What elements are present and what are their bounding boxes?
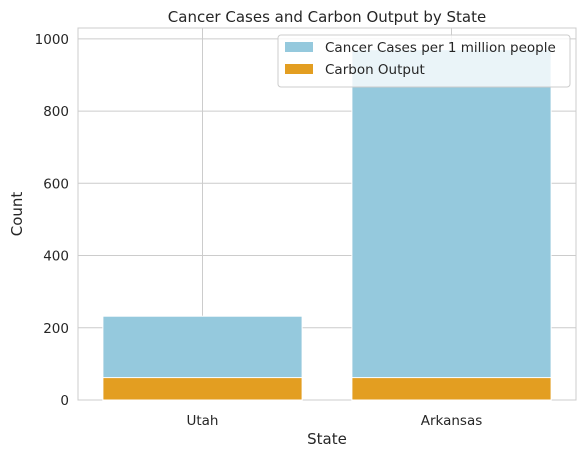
x-tick-labels: Utah Arkansas bbox=[186, 413, 482, 429]
legend-label: Cancer Cases per 1 million people bbox=[325, 40, 556, 56]
y-tick-labels: 0 200 400 600 800 1000 bbox=[35, 32, 69, 409]
legend-label: Carbon Output bbox=[325, 62, 425, 78]
legend-box bbox=[277, 34, 571, 88]
bar-cancer-cases-arkansas bbox=[351, 49, 552, 401]
chart-title: Cancer Cases and Carbon Output by State bbox=[168, 8, 486, 26]
y-tick-label: 400 bbox=[43, 249, 69, 265]
y-tick-label: 600 bbox=[43, 176, 69, 192]
legend-swatch bbox=[285, 64, 313, 74]
y-axis-label: Count bbox=[8, 192, 26, 237]
x-tick-label: Arkansas bbox=[421, 413, 483, 429]
x-tick-label: Utah bbox=[186, 413, 218, 429]
y-tick-label: 0 bbox=[60, 393, 69, 409]
bar-carbon-output-utah bbox=[102, 377, 303, 401]
y-tick-label: 800 bbox=[43, 104, 69, 120]
x-axis-label: State bbox=[307, 430, 347, 448]
legend-swatch bbox=[285, 42, 313, 52]
legend: Cancer Cases per 1 million people Carbon … bbox=[277, 34, 571, 88]
bar-carbon-output-arkansas bbox=[351, 377, 552, 401]
y-tick-label: 1000 bbox=[35, 32, 69, 48]
y-tick-label: 200 bbox=[43, 321, 69, 337]
bars bbox=[102, 49, 552, 401]
